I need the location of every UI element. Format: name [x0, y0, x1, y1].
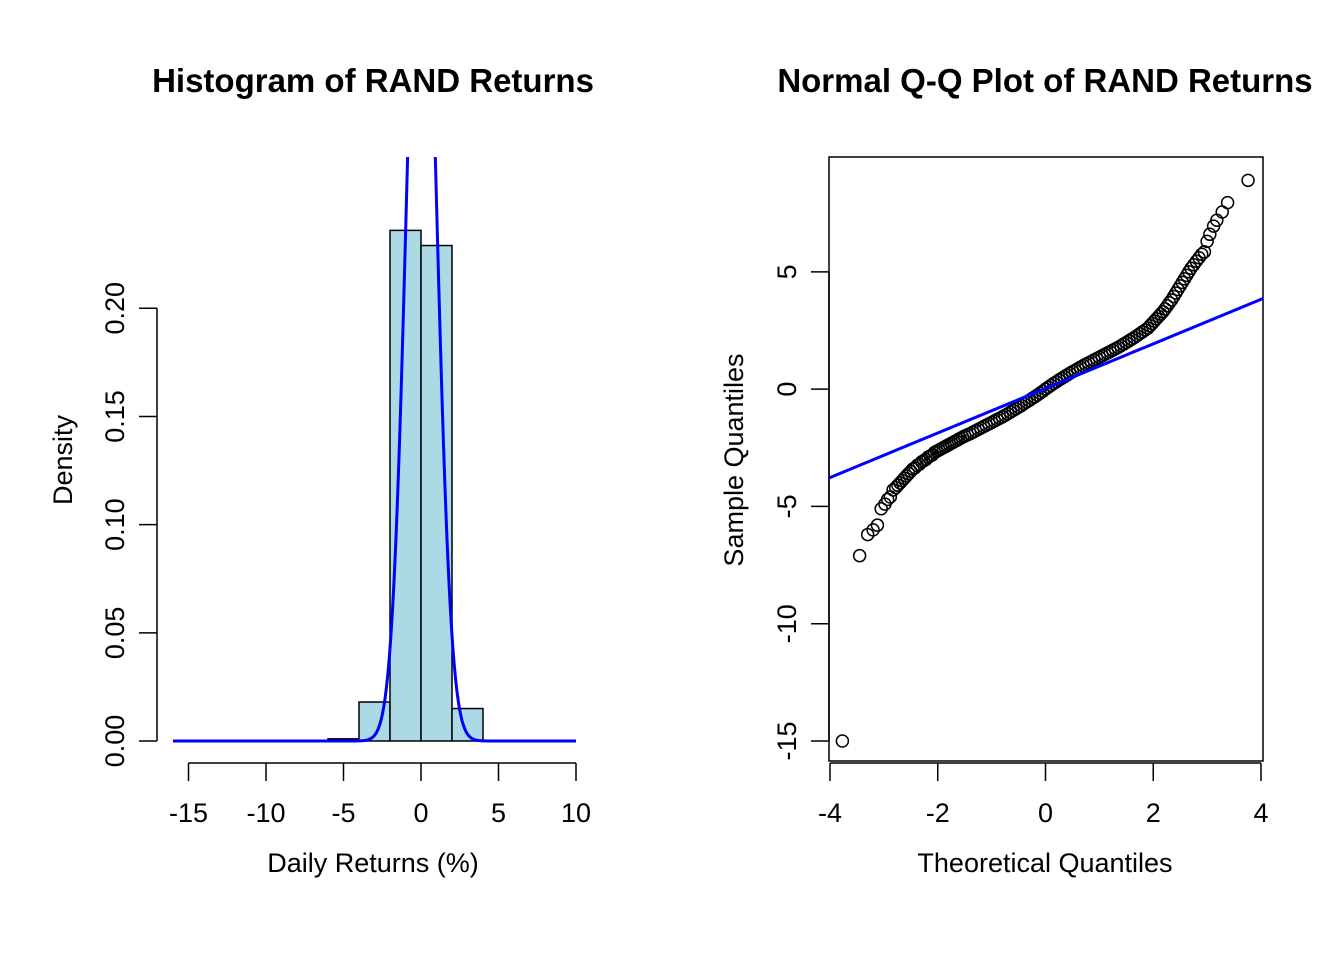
- histogram-x-tick-label-2: -5: [331, 798, 355, 828]
- qq-point: [1182, 265, 1196, 279]
- qq-point: [1173, 279, 1187, 293]
- qq-point: [1220, 195, 1235, 210]
- histogram-x-tick-label-4: 5: [491, 798, 506, 828]
- qq-point: [1169, 286, 1183, 300]
- qq-panel: Normal Q-Q Plot of RAND Returns Theoreti…: [719, 62, 1313, 878]
- qq-point: [1200, 234, 1214, 249]
- qq-point: [1241, 173, 1255, 188]
- qq-point: [1179, 268, 1194, 283]
- histogram-y-tick-label-2: 0.10: [100, 498, 130, 551]
- qq-x-tick-label-2: 0: [1038, 798, 1053, 828]
- qq-point: [852, 548, 867, 563]
- qq-point: [1164, 293, 1179, 307]
- qq-reference-line: [829, 296, 1263, 480]
- histogram-x-tick-label-5: 10: [561, 798, 591, 828]
- qq-point: [874, 502, 888, 516]
- histogram-x-tick-label-3: 0: [413, 798, 428, 828]
- qq-point: [866, 523, 880, 537]
- histogram-density-line: [173, 157, 576, 743]
- qq-y-axis-label: Sample Quantiles: [719, 353, 749, 566]
- qq-point: [1177, 272, 1192, 286]
- histogram-panel: Histogram of RAND Returns Daily Returns …: [48, 62, 594, 878]
- qq-point: [886, 483, 900, 497]
- histogram-x-axis-label: Daily Returns (%): [267, 848, 479, 878]
- histogram-y-tick-label-3: 0.15: [100, 390, 130, 443]
- histogram-y-tick-label-1: 0.05: [100, 607, 130, 660]
- histogram-y-axis-label: Density: [48, 414, 78, 505]
- histogram-title: Histogram of RAND Returns: [152, 62, 594, 99]
- qq-y-tick-label-4: 5: [772, 264, 802, 279]
- qq-x-tick-label-3: 2: [1146, 798, 1161, 828]
- qq-y-tick-label-2: -5: [772, 494, 802, 518]
- histogram-axes: -15 -10 -5 0 5 10 0.00 0.05 0.10 0.15 0.20: [100, 282, 591, 828]
- qq-point: [1203, 227, 1217, 242]
- qq-x-tick-label-1: -2: [926, 798, 950, 828]
- qq-x-tick-label-0: -4: [818, 798, 842, 828]
- histogram-x-tick-label-1: -10: [246, 798, 285, 828]
- qq-title: Normal Q-Q Plot of RAND Returns: [777, 62, 1312, 99]
- histogram-y-tick-label-4: 0.20: [100, 282, 130, 335]
- qq-point: [1194, 247, 1209, 261]
- histogram-density-curve: [173, 157, 576, 743]
- histogram-y-tick-label-0: 0.00: [100, 715, 130, 768]
- qq-point: [1171, 282, 1185, 297]
- qq-point: [870, 518, 885, 532]
- qq-y-tick-label-0: -15: [772, 721, 802, 760]
- histogram-bar-2: [389, 229, 422, 742]
- qq-x-axis-label: Theoretical Quantiles: [917, 848, 1172, 878]
- qq-point: [835, 734, 850, 748]
- qq-axes: -4 -2 0 2 4 -15 -10 -5 0 5: [772, 264, 1269, 828]
- qq-reference-line-group: [829, 296, 1263, 480]
- qq-y-tick-label-3: 0: [772, 382, 802, 397]
- qq-point: [1175, 275, 1190, 290]
- qq-y-tick-label-1: -10: [772, 604, 802, 643]
- qq-x-tick-label-4: 4: [1253, 798, 1268, 828]
- histogram-bars: [327, 229, 484, 742]
- qq-points: [835, 173, 1255, 748]
- qq-plot-box: [828, 156, 1264, 762]
- histogram-x-tick-label-0: -15: [169, 798, 208, 828]
- histogram-bar-3: [420, 244, 453, 742]
- qq-point: [1166, 289, 1181, 304]
